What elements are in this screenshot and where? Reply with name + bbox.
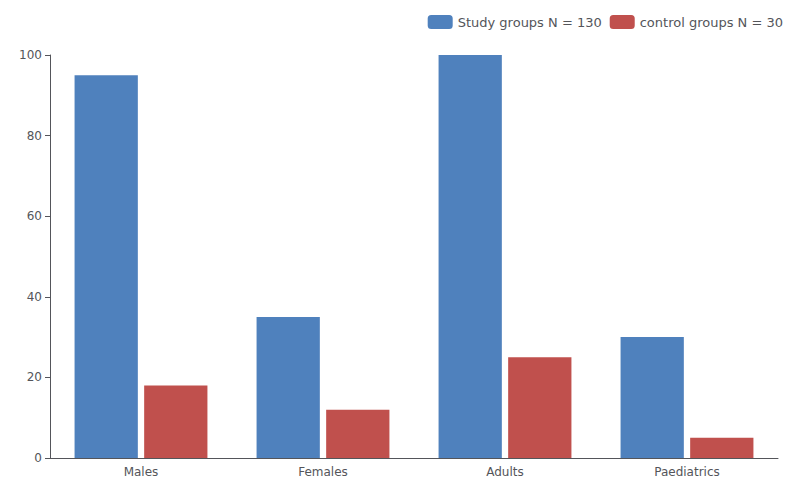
svg-text:Study groups N = 130: Study groups N = 130 <box>458 15 602 30</box>
svg-text:Adults: Adults <box>486 465 524 479</box>
svg-text:20: 20 <box>27 370 42 384</box>
svg-text:80: 80 <box>27 129 42 143</box>
svg-text:0: 0 <box>34 451 42 465</box>
svg-text:Paediatrics: Paediatrics <box>654 465 720 479</box>
svg-text:60: 60 <box>27 209 42 223</box>
svg-text:Females: Females <box>298 465 348 479</box>
svg-text:Males: Males <box>124 465 159 479</box>
svg-text:control groups N = 30: control groups N = 30 <box>640 15 783 30</box>
svg-text:40: 40 <box>27 290 42 304</box>
svg-text:100: 100 <box>19 48 42 62</box>
